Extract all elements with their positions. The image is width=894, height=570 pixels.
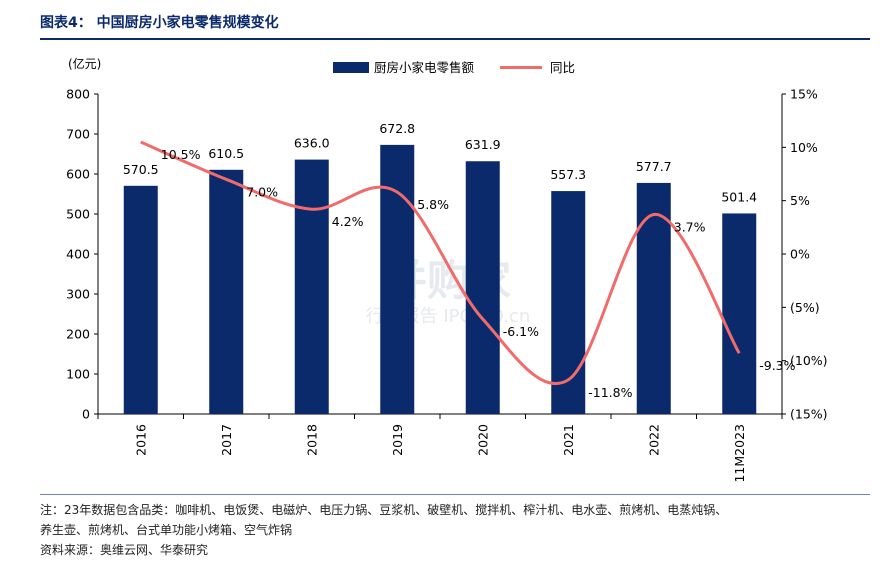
x-tick-label: 2019 <box>390 424 405 456</box>
yoy-value-label: 10.5% <box>161 147 201 162</box>
legend-bar-swatch <box>333 62 369 73</box>
bar <box>551 191 586 414</box>
axes: 0 100 200 300 400 500 600 700 800 (15%) (10%) (5%) 0… <box>66 87 827 483</box>
y-left-tick-label: 200 <box>66 327 90 342</box>
source-note: 资料来源：奥维云网、华泰研究 <box>40 543 209 557</box>
y-left-tick-label: 700 <box>66 127 90 142</box>
note-line-1: 注：23年数据包含品类：咖啡机、电饭煲、电磁炉、电压力锅、豆浆机、破壁机、搅拌机… <box>40 503 728 517</box>
bar <box>294 159 329 414</box>
yoy-value-label: -9.3% <box>759 358 795 373</box>
data-labels: 570.5 610.5 636.0 672.8 631.9 557.3 577.7 501.4… <box>123 121 796 400</box>
bar <box>123 185 158 414</box>
bar-value-label: 501.4 <box>721 189 757 204</box>
x-tick-label: 2018 <box>304 424 319 456</box>
x-tick-label: 2020 <box>475 424 490 456</box>
yoy-value-label: 5.8% <box>417 197 449 212</box>
yoy-value-label: 3.7% <box>674 220 706 235</box>
y-right-tick-label: (5%) <box>790 300 820 315</box>
y-left-tick-label: 400 <box>66 247 90 262</box>
y-left-tick-label: 300 <box>66 287 90 302</box>
x-tick-label: 2021 <box>561 424 576 456</box>
bars <box>123 144 757 414</box>
x-tick-label: 2017 <box>219 424 234 456</box>
yoy-series-line <box>140 140 741 386</box>
bottom-rule <box>40 494 870 495</box>
y-right-tick-label: 0% <box>790 247 810 262</box>
y-left-tick-label: 800 <box>66 87 90 102</box>
bar-value-label: 672.8 <box>379 121 415 136</box>
y-right-tick-label: (15%) <box>790 407 828 422</box>
legend-bar-label: 厨房小家电零售额 <box>374 60 475 75</box>
bar <box>209 169 244 414</box>
bar-value-label: 570.5 <box>123 162 159 177</box>
x-tick-label: 11M2023 <box>732 424 747 483</box>
y-right-tick-label: 15% <box>790 87 818 102</box>
legend: 厨房小家电零售额 同比 <box>333 60 575 75</box>
bar-value-label: 631.9 <box>465 137 501 152</box>
bar <box>722 213 757 414</box>
bar <box>380 144 415 414</box>
yoy-value-label: -6.1% <box>503 324 539 339</box>
bar <box>465 161 500 414</box>
yoy-value-label: -11.8% <box>588 385 632 400</box>
y-left-tick-label: 500 <box>66 207 90 222</box>
yoy-value-label: 7.0% <box>246 184 278 199</box>
figure-title: 图表4： 中国厨房小家电零售规模变化 <box>40 15 279 31</box>
bar-value-label: 636.0 <box>294 136 330 151</box>
y-right-tick-label: 5% <box>790 193 810 208</box>
legend-line-label: 同比 <box>550 60 575 75</box>
note-line-2: 养生壶、煎烤机、台式单功能小烤箱、空气炸锅 <box>40 523 293 537</box>
y-left-tick-label: 0 <box>82 407 90 422</box>
y-unit-label: (亿元) <box>68 56 101 71</box>
y-left-tick-label: 100 <box>66 367 90 382</box>
x-tick-label: 2022 <box>646 424 661 456</box>
x-tick-label: 2016 <box>133 424 148 456</box>
yoy-value-label: 4.2% <box>332 214 364 229</box>
yoy-line <box>140 140 741 386</box>
y-right-tick-label: 10% <box>790 140 818 155</box>
bar-value-label: 610.5 <box>208 146 244 161</box>
title-rule <box>40 38 870 40</box>
y-right-tick-label: (10%) <box>790 353 828 368</box>
bar-value-label: 577.7 <box>636 159 672 174</box>
bar-value-label: 557.3 <box>550 167 586 182</box>
y-left-tick-label: 600 <box>66 167 90 182</box>
